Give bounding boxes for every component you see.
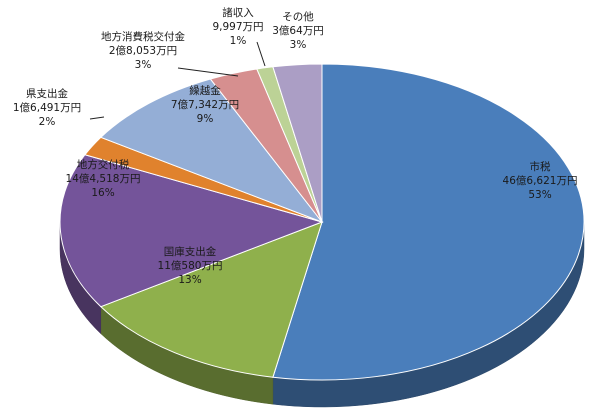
leader-line-5 [177,67,239,77]
slice-name: 繰越金 [189,84,221,97]
slice-amount: 9,997万円 [212,21,263,33]
slice-percent: 1% [230,35,247,47]
leader-line-3 [89,116,105,120]
pie-slice-2 [59,154,324,308]
slice-percent: 16% [91,187,114,199]
slice-amount: 46億6,621万円 [503,174,578,187]
data-label-6: 諸収入 9,997万円 1% [212,6,263,47]
slice-name: 地方消費税交付金 [101,30,185,43]
slice-amount: 2億8,053万円 [109,44,177,57]
leader-lines [89,41,266,120]
slice-amount: 1億6,491万円 [13,101,81,114]
slice-name: 諸収入 [222,6,254,19]
pie-slice-7 [272,63,323,223]
slice-name: 国庫支出金 [164,245,217,258]
pie-slice-1 [99,221,323,378]
slice-percent: 3% [135,59,152,71]
slice-name: 市税 [530,160,551,173]
slice-percent: 9% [197,113,214,125]
slice-name: その他 [282,10,314,23]
slice-percent: 2% [39,116,56,128]
slice-name: 地方交付税 [77,158,130,171]
slice-percent: 3% [290,39,307,51]
slice-percent: 13% [178,274,201,286]
pie-slice-4 [99,78,324,224]
slice-amount: 14億4,518万円 [66,172,141,185]
pie-slice-0 [272,63,585,381]
slice-amount: 7億7,342万円 [171,98,239,111]
slice-percent: 53% [528,189,551,201]
pie-slices [59,63,585,381]
slice-name: 県支出金 [26,87,68,100]
leader-line-6 [256,41,266,67]
slice-amount: 11億580万円 [158,259,223,272]
slice-amount: 3億64万円 [272,24,324,37]
